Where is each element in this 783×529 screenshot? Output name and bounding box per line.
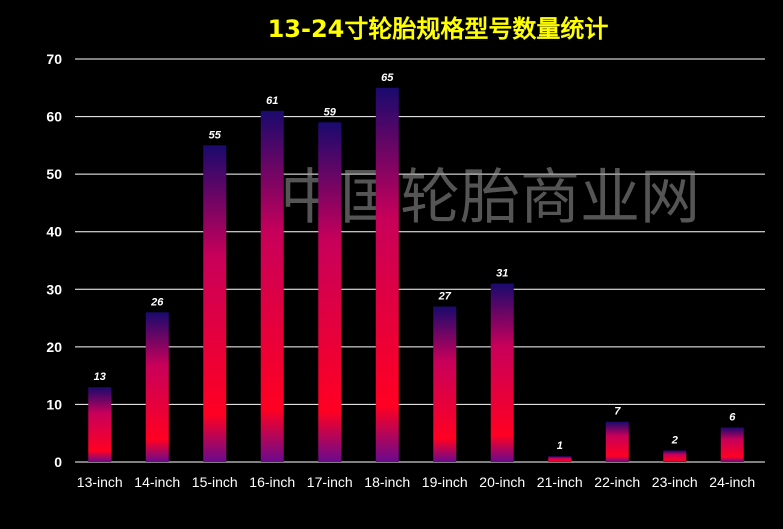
y-axis-ticks: 0 10 20 30 40 50 60 70 (46, 51, 62, 470)
x-tick-label: 18-inch (364, 474, 410, 490)
bar (605, 421, 629, 462)
data-label: 2 (671, 434, 678, 446)
y-tick-label: 10 (46, 396, 62, 412)
bar (88, 387, 112, 462)
x-tick-label: 13-inch (77, 474, 123, 490)
watermark: 中国轮胎商业网 (280, 163, 700, 233)
data-label: 65 (381, 72, 394, 84)
x-tick-label: 22-inch (594, 474, 640, 490)
x-tick-label: 15-inch (192, 474, 238, 490)
data-label: 13 (94, 371, 106, 383)
y-tick-label: 50 (46, 166, 62, 182)
bar (145, 312, 169, 462)
data-label: 59 (324, 106, 337, 118)
x-tick-label: 17-inch (307, 474, 353, 490)
bar (203, 145, 227, 462)
bar (548, 456, 572, 462)
grid-lines (75, 58, 765, 463)
data-label: 26 (150, 296, 164, 308)
bar (720, 427, 744, 462)
x-tick-label: 20-inch (479, 474, 525, 490)
y-tick-label: 40 (46, 224, 62, 240)
data-label: 6 (729, 411, 736, 423)
data-label: 55 (209, 129, 222, 141)
data-label: 27 (438, 291, 452, 303)
y-tick-label: 60 (46, 109, 62, 125)
bar (318, 122, 342, 462)
x-axis-ticks: 13-inch 14-inch 15-inch 16-inch 17-inch 18-in… (77, 474, 755, 490)
bar (490, 283, 514, 462)
data-label: 31 (496, 268, 508, 280)
bars (88, 87, 744, 463)
x-tick-label: 16-inch (249, 474, 295, 490)
bar (375, 87, 399, 463)
y-tick-label: 0 (54, 454, 62, 470)
chart-title: 13-24寸轮胎规格型号数量统计 (268, 15, 609, 43)
x-tick-label: 21-inch (537, 474, 583, 490)
x-tick-label: 19-inch (422, 474, 468, 490)
data-label: 1 (557, 440, 563, 452)
bar (433, 306, 457, 462)
x-tick-label: 24-inch (709, 474, 755, 490)
x-tick-label: 23-inch (652, 474, 698, 490)
data-label: 61 (266, 95, 278, 107)
bar (663, 450, 687, 462)
y-tick-label: 30 (46, 281, 62, 297)
x-tick-label: 14-inch (134, 474, 180, 490)
data-label: 7 (614, 406, 621, 418)
y-tick-label: 70 (46, 51, 62, 67)
y-tick-label: 20 (46, 339, 62, 355)
bar (260, 110, 284, 463)
